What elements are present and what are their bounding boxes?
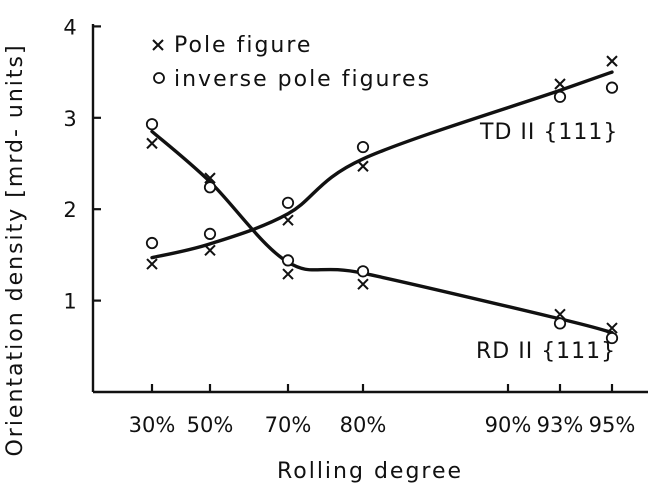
y-axis-title: Orientation density [mrd- units] <box>3 43 28 456</box>
point-td-o-1 <box>203 227 217 240</box>
point-rd-o-3 <box>356 265 370 278</box>
legend-inverse-pole-figures: inverse pole figures <box>174 67 431 92</box>
legend-x-marker <box>152 39 164 51</box>
point-rd-o-5 <box>605 331 619 345</box>
x-tick-label-4: 90% <box>485 413 532 437</box>
curve-rd <box>150 129 614 335</box>
x-ticks: 30% 50% 70% 80% 90% 93% 95% <box>129 384 636 437</box>
x-tick-label-3: 80% <box>340 413 387 437</box>
curve-td <box>150 70 614 260</box>
td-annotation: TD II {111} <box>479 120 618 145</box>
point-td-o-0 <box>145 236 159 250</box>
curves <box>150 70 614 335</box>
x-tick-label-1: 50% <box>187 413 234 437</box>
point-rd-o-0 <box>145 118 159 131</box>
point-td-o-5 <box>605 81 619 94</box>
x-tick-label-0: 30% <box>129 413 176 437</box>
point-rd-o-1 <box>203 181 217 194</box>
point-td-x-2 <box>282 214 294 226</box>
markers <box>145 55 619 345</box>
legend-pole-figure: Pole figure <box>174 33 312 58</box>
point-td-o-2 <box>281 196 295 209</box>
y-tick-label-3: 3 <box>63 107 76 131</box>
point-rd-o-4 <box>553 317 567 330</box>
x-tick-label-2: 70% <box>265 413 312 437</box>
point-rd-o-2 <box>281 254 295 267</box>
point-td-x-1 <box>204 244 216 257</box>
point-rd-x-0 <box>146 137 158 150</box>
y-ticks: 1 2 3 4 <box>63 15 101 314</box>
point-rd-x-3 <box>357 278 369 290</box>
legend: Pole figure inverse pole figures <box>152 33 431 92</box>
y-tick-label-1: 1 <box>63 290 76 314</box>
point-td-x-0 <box>146 258 158 270</box>
point-td-x-5 <box>606 55 618 67</box>
x-tick-label-5: 93% <box>537 413 584 437</box>
x-tick-label-6: 95% <box>589 413 636 437</box>
rd-annotation: RD II {111} <box>476 339 616 364</box>
y-tick-label-4: 4 <box>63 15 76 39</box>
point-td-o-4 <box>553 90 567 103</box>
x-axis-title: Rolling degree <box>277 459 463 484</box>
point-rd-x-2 <box>282 268 294 280</box>
point-td-o-3 <box>356 140 370 154</box>
y-tick-label-2: 2 <box>63 198 76 222</box>
legend-o-marker <box>153 72 165 84</box>
point-rd-x-5 <box>606 322 618 334</box>
point-td-x-4 <box>554 78 566 90</box>
point-rd-x-1 <box>204 172 216 184</box>
axes <box>91 24 648 394</box>
point-td-x-3 <box>357 160 369 172</box>
point-rd-x-4 <box>554 308 566 321</box>
